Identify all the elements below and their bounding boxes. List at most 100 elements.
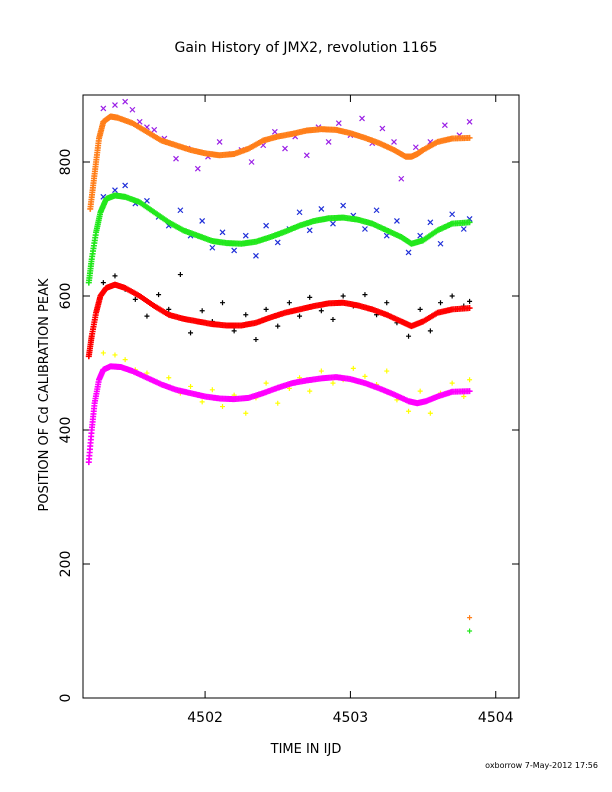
data-point [359,115,365,122]
data-point [393,218,400,224]
data-point [449,380,455,386]
data-point [122,182,129,189]
data-point [373,207,380,214]
chart-title: Gain History of JMX2, revolution 1165 [174,40,437,56]
data-point [112,187,118,194]
data-point [466,305,473,312]
data-point [467,615,473,621]
y-tick-label: 800 [58,149,74,176]
data-point [318,308,324,314]
data-point [144,197,150,204]
series-4-red [85,281,473,360]
data-point [340,202,347,209]
data-point [156,292,162,298]
data-point [466,134,473,141]
y-tick-label: 400 [58,417,74,444]
x-tick-label: 4504 [478,710,514,726]
data-point [263,380,269,386]
series-2-green [85,192,473,286]
data-point [199,218,206,224]
data-point [449,293,455,299]
y-axis: 0 200 400 600 800 [58,149,519,702]
data-point [122,98,129,105]
data-point [417,306,423,312]
series-6-magenta [85,363,473,466]
data-point [194,165,201,172]
x-axis: 4502 4503 4504 [187,95,514,726]
data-point [398,175,405,182]
data-point [466,388,473,395]
data-point [177,272,183,278]
data-point [263,306,269,312]
data-point [199,399,205,405]
data-point [253,337,259,343]
data-point [427,219,434,226]
data-point [112,352,118,358]
data-point [461,394,467,399]
data-point [417,388,423,394]
data-point [466,118,473,125]
data-point [350,365,356,371]
data-point [330,220,336,227]
y-axis-label: POSITION OF Cd CALIBRATION PEAK [37,278,52,511]
data-point [112,102,118,108]
data-point [286,300,292,306]
data-point [100,350,106,356]
x-tick-label: 4503 [333,710,369,726]
y-tick-label: 600 [58,283,74,310]
data-point [100,105,107,112]
data-point [307,388,313,394]
data-point [412,144,419,151]
x-tick-label: 4502 [187,710,223,726]
plot-frame [82,94,520,699]
data-point [437,240,444,247]
data-point [220,300,226,306]
data-point [379,125,386,132]
data-point [427,410,433,416]
data-point [362,373,368,379]
data-point [460,226,467,232]
data-point [112,273,118,279]
data-point [391,138,397,145]
data-point [438,300,444,306]
data-point [177,207,184,214]
data-point [467,377,473,383]
data-point [275,400,281,406]
data-point [209,244,216,251]
data-point [318,205,325,212]
data-point [243,312,249,318]
data-point [199,308,205,314]
data-point [330,380,336,386]
data-point [100,280,106,286]
data-marks [85,98,473,634]
series-8-orange [467,615,473,621]
data-point [129,106,136,113]
data-point [219,229,226,236]
data-point [441,122,448,129]
data-point [406,333,412,339]
data-point [275,323,281,329]
data-point [166,375,172,381]
data-point [243,410,249,416]
data-point [220,404,226,410]
data-point [144,370,150,376]
data-point [231,247,238,254]
data-point [282,145,288,152]
data-point [132,296,138,302]
data-point [325,138,332,145]
data-point [362,226,368,232]
data-point [362,292,368,298]
data-point [231,328,237,334]
data-point [406,408,412,414]
data-point [466,219,473,226]
data-point [248,159,255,165]
data-point [209,387,215,393]
data-point [384,300,390,306]
series-3-blue [100,182,473,259]
data-point [263,222,270,229]
data-point [303,152,310,159]
data-point [417,232,424,239]
data-point [188,330,194,336]
data-point [151,126,158,133]
